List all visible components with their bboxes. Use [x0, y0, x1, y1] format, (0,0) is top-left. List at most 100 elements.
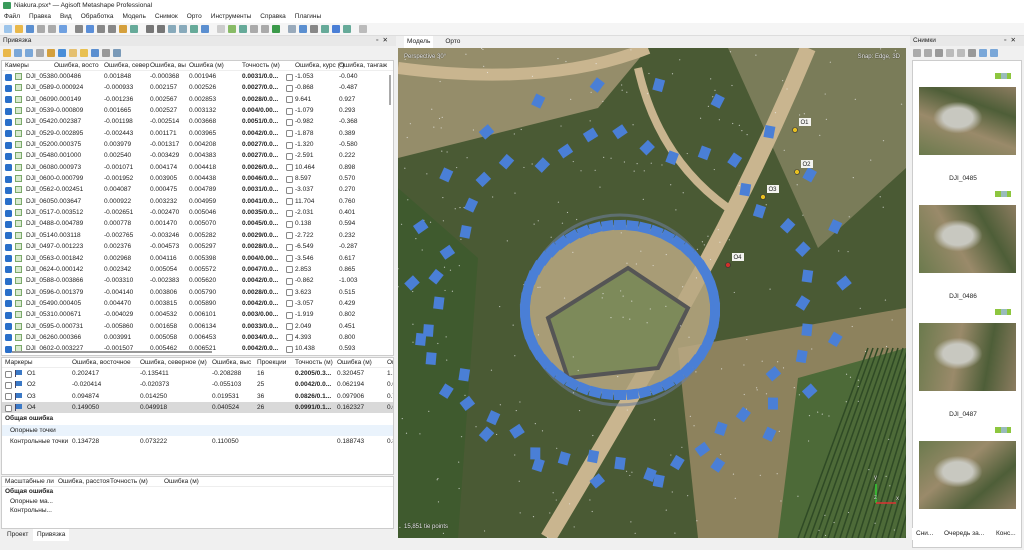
reference-toolbar-button[interactable] — [80, 49, 88, 57]
toolbar-button[interactable] — [75, 25, 83, 33]
table-row[interactable]: DJI_0539 -0.000809 0.001665 0.002527 0.00313… — [2, 105, 393, 116]
tab-reference[interactable]: Привязка — [33, 529, 70, 541]
reference-toolbar-button[interactable] — [58, 49, 66, 57]
table-row[interactable]: DJI_0548 0.001000 0.002540 -0.003429 0.00438… — [2, 150, 393, 161]
column-header[interactable]: Ошибка, северное (м) — [140, 359, 207, 366]
rotation-checkbox[interactable] — [286, 334, 293, 342]
rotation-checkbox[interactable] — [286, 96, 293, 104]
toolbar-button[interactable] — [272, 25, 280, 33]
toolbar-button[interactable] — [310, 25, 318, 33]
column-header[interactable]: Маркеры — [5, 359, 33, 366]
table-row[interactable]: DJI_0542 0.002387 -0.001198 -0.002514 0.0036… — [2, 116, 393, 127]
menu-item[interactable]: Снимок — [154, 13, 178, 20]
toolbar-button[interactable] — [48, 25, 56, 33]
camera-checkbox[interactable] — [5, 84, 12, 92]
rotation-checkbox[interactable] — [286, 300, 293, 308]
toolbar-button[interactable] — [119, 25, 127, 33]
tab-ortho[interactable]: Орто — [445, 38, 461, 45]
rotation-checkbox[interactable] — [286, 164, 293, 172]
toolbar-button[interactable] — [332, 25, 340, 33]
toolbar-button[interactable] — [321, 25, 329, 33]
camera-checkbox[interactable] — [5, 232, 12, 240]
camera-checkbox[interactable] — [5, 243, 12, 251]
menu-item[interactable]: Плагины — [294, 13, 322, 20]
toolbar-button[interactable] — [146, 25, 154, 33]
photos-toolbar-button[interactable] — [913, 49, 921, 57]
camera-checkbox[interactable] — [5, 334, 12, 342]
column-header[interactable]: Масштабные ли — [5, 478, 54, 485]
camera-checkbox[interactable] — [5, 220, 12, 228]
photos-toolbar-button[interactable] — [946, 49, 954, 57]
rotation-checkbox[interactable] — [286, 311, 293, 319]
rotation-checkbox[interactable] — [286, 266, 293, 274]
rotation-checkbox[interactable] — [286, 255, 293, 262]
table-row[interactable]: DJI_0605 0.003647 0.000922 0.003232 0.004959… — [2, 196, 393, 207]
reference-toolbar-button[interactable] — [3, 49, 11, 57]
camera-checkbox[interactable] — [5, 198, 12, 206]
column-header[interactable]: Ошибка, восто — [54, 62, 99, 69]
toolbar-button[interactable] — [343, 25, 351, 33]
camera-checkbox[interactable] — [5, 209, 12, 217]
marker-checkbox[interactable] — [5, 381, 12, 389]
panel-float-close-buttons[interactable]: ▫✕ — [1004, 37, 1020, 44]
table-row[interactable]: DJI_0549 0.000405 0.004470 0.003815 0.005890… — [2, 298, 393, 309]
camera-checkbox[interactable] — [5, 130, 12, 138]
rotation-checkbox[interactable] — [286, 130, 293, 138]
column-header[interactable]: Ошибка, курс (°) — [295, 62, 345, 69]
rotation-checkbox[interactable] — [286, 243, 293, 251]
column-header[interactable]: Ошибка, выс — [212, 359, 252, 366]
toolbar-button[interactable] — [37, 25, 45, 33]
table-row[interactable]: DJI_0538 0.000486 0.001848 -0.000368 0.00194… — [2, 71, 393, 82]
column-header[interactable]: Камеры — [5, 62, 29, 69]
photo-thumbnail[interactable] — [919, 87, 1016, 155]
table-row[interactable]: DJI_0517 -0.003512 -0.002651 -0.002470 0.005… — [2, 207, 393, 218]
toolbar-button[interactable] — [157, 25, 165, 33]
camera-checkbox[interactable] — [5, 289, 12, 297]
reference-toolbar-button[interactable] — [36, 49, 44, 57]
toolbar-button[interactable] — [59, 25, 67, 33]
rotation-checkbox[interactable] — [286, 323, 293, 331]
camera-checkbox[interactable] — [5, 266, 12, 274]
toolbar-button[interactable] — [288, 25, 296, 33]
table-row[interactable]: DJI_0600 -0.000799 -0.001952 0.003905 0.0044… — [2, 173, 393, 184]
rotation-checkbox[interactable] — [286, 186, 293, 194]
table-row[interactable]: DJI_0531 0.000671 -0.004029 0.004532 0.00610… — [2, 309, 393, 320]
column-header[interactable]: Ошибка, расстоя — [58, 478, 110, 485]
reference-toolbar-button[interactable] — [113, 49, 121, 57]
rotation-checkbox[interactable] — [286, 175, 293, 183]
column-header[interactable]: Ошибка (м) — [189, 62, 224, 69]
camera-checkbox[interactable] — [5, 73, 12, 81]
table-row[interactable]: DJI_0562 -0.002451 0.004087 0.000475 0.00478… — [2, 184, 393, 195]
rotation-checkbox[interactable] — [286, 289, 293, 297]
rotation-checkbox[interactable] — [286, 345, 293, 353]
table-row[interactable]: DJI_0624 -0.000142 0.002342 0.005054 0.00557… — [2, 264, 393, 275]
tab-jobs-queue[interactable]: Очередь за... — [944, 530, 985, 537]
toolbar-button[interactable] — [108, 25, 116, 33]
table-row[interactable]: DJI_0514 0.003118 -0.002765 -0.003246 0.0052… — [2, 230, 393, 241]
camera-checkbox[interactable] — [5, 96, 12, 104]
camera-checkbox[interactable] — [5, 175, 12, 183]
toolbar-button[interactable] — [299, 25, 307, 33]
column-header[interactable]: Ошибка, север — [104, 62, 150, 69]
menu-item[interactable]: Орто — [186, 13, 202, 20]
table-row[interactable]: O3 0.094874 0.014250 0.019531 36 0.0826/0.1..… — [2, 391, 393, 402]
camera-checkbox[interactable] — [5, 141, 12, 149]
reference-toolbar-button[interactable] — [102, 49, 110, 57]
toolbar-button[interactable] — [228, 25, 236, 33]
rotation-checkbox[interactable] — [286, 209, 293, 217]
tab-photos[interactable]: Сни... — [912, 528, 938, 540]
rotation-checkbox[interactable] — [286, 141, 293, 149]
tab-model[interactable]: Модель — [404, 36, 434, 48]
tab-project[interactable]: Проект — [7, 531, 29, 538]
horizontal-scrollbar[interactable] — [12, 351, 212, 353]
toolbar-button[interactable] — [4, 25, 12, 33]
table-row[interactable]: DJI_0608 0.000973 -0.001071 0.004174 0.00441… — [2, 162, 393, 173]
table-row[interactable]: O1 0.202417 -0.135411 -0.208288 16 0.2005/0.3… — [2, 368, 393, 379]
table-row[interactable]: DJI_0596 -0.001379 -0.004140 0.003806 0.0057… — [2, 287, 393, 298]
tab-console[interactable]: Конс... — [996, 530, 1016, 537]
toolbar-button[interactable] — [86, 25, 94, 33]
photos-toolbar-button[interactable] — [957, 49, 965, 57]
rotation-checkbox[interactable] — [286, 118, 293, 126]
menu-item[interactable]: Справка — [260, 13, 286, 20]
reference-toolbar-button[interactable] — [47, 49, 55, 57]
